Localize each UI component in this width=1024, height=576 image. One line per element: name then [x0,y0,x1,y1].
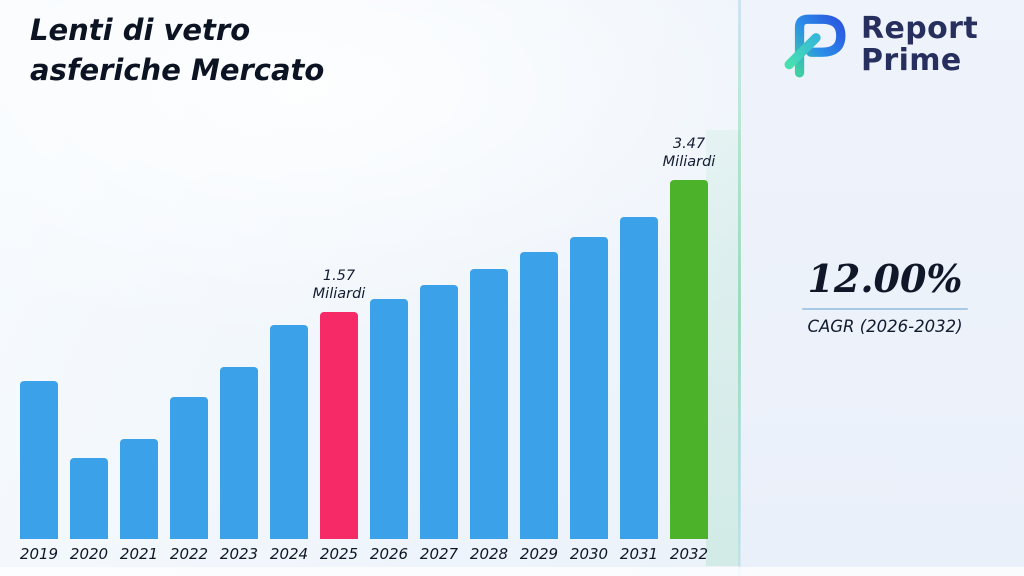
bar-2023 [220,367,258,539]
bottom-strip [0,567,1024,576]
x-axis-label-2030: 2030 [569,545,609,563]
bar-2029 [520,252,558,539]
cagr-label: CAGR (2026-2032) [807,317,963,336]
page-title-line2: asferiche Mercato [30,53,325,88]
report-prime-logo-icon [784,14,846,78]
bar-2030 [570,237,608,539]
bar-value-label-2032: 3.47 Miliardi [639,135,739,172]
bar-2032 [670,180,708,539]
bar-2021 [120,439,158,539]
bar-2031 [620,217,658,539]
bar-2027 [420,285,458,539]
bar-group-2024: 2024 [270,325,308,564]
bar-2022 [170,397,208,539]
logo-word-prime: Prime [861,43,962,78]
bar-group-2030: 2030 [570,237,608,564]
bar-value-label-2025: 1.57 Miliardi [289,267,389,304]
report-prime-logo: Report Prime [780,12,978,78]
bar-group-2032: 3.47 Miliardi 2032 [663,136,716,564]
bar-2025 [320,312,358,539]
unit-line: Miliardi [662,154,716,171]
page-title: Lenti di vetro asferiche Mercato [30,10,324,90]
bar-group-2021: 2021 [120,439,158,564]
unit-line: Miliardi [312,286,366,303]
cagr-stat-block: 12.00% CAGR (2026-2032) [800,256,970,336]
page-title-line1: Lenti di vetro [30,13,251,47]
x-axis-label-2031: 2031 [619,545,659,563]
x-axis-label-2019: 2019 [19,545,59,563]
bar-group-2028: 2028 [470,269,508,564]
bar-group-2031: 2031 [620,217,658,564]
bar-group-2023: 2023 [220,367,258,564]
value-line: 3.47 [672,135,706,152]
bar-2026 [370,299,408,539]
x-axis-label-2025: 2025 [319,545,359,563]
logo-word-report: Report [861,10,979,46]
x-axis-label-2027: 2027 [419,545,459,563]
bar-group-2020: 2020 [70,458,108,564]
bar-chart: 2019 2020 2021 2022 2023 2024 1.57 Miliardi 2025… [20,136,716,564]
x-axis-label-2023: 2023 [219,545,259,563]
x-axis-label-2029: 2029 [519,545,559,563]
bar-group-2022: 2022 [170,397,208,564]
bar-2019 [20,381,58,539]
x-axis-label-2024: 2024 [269,545,309,563]
bar-group-2027: 2027 [420,285,458,564]
x-axis-label-2026: 2026 [369,545,409,563]
value-line: 1.57 [322,267,356,284]
cagr-underline [802,308,968,310]
bar-group-2025: 1.57 Miliardi 2025 [313,268,366,564]
vertical-divider [738,0,741,576]
right-panel [741,0,1024,576]
bar-2028 [470,269,508,539]
bar-group-2029: 2029 [520,252,558,564]
report-prime-wordmark: Report Prime [861,10,979,78]
cagr-value: 12.00% [807,256,963,301]
highlight-glow [706,130,740,566]
x-axis-label-2022: 2022 [169,545,209,563]
bar-group-2019: 2019 [20,381,58,564]
x-axis-label-2028: 2028 [469,545,509,563]
bar-2024 [270,325,308,539]
x-axis-label-2020: 2020 [69,545,109,563]
bar-2020 [70,458,108,539]
x-axis-label-2032: 2032 [669,545,709,563]
bar-group-2026: 2026 [370,299,408,564]
x-axis-label-2021: 2021 [119,545,159,563]
